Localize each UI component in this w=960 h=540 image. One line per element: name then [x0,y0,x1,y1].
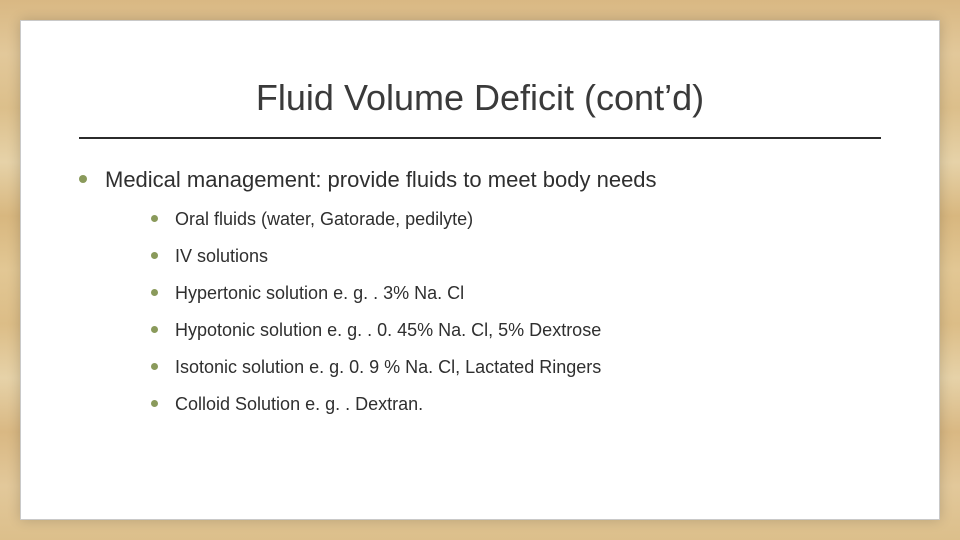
list-item-text: Hypertonic solution e. g. . 3% Na. Cl [175,283,464,303]
list-item-text: Oral fluids (water, Gatorade, pedilyte) [175,209,473,229]
list-item-text: Medical management: provide fluids to me… [105,167,657,192]
list-item: Isotonic solution e. g. 0. 9 % Na. Cl, L… [151,357,881,378]
slide-card: Fluid Volume Deficit (cont’d) Medical ma… [20,20,940,520]
bullet-icon [151,400,158,407]
list-item-text: Colloid Solution e. g. . Dextran. [175,394,423,414]
bullet-icon [151,363,158,370]
list-item: Hypertonic solution e. g. . 3% Na. Cl [151,283,881,304]
list-item: Oral fluids (water, Gatorade, pedilyte) [151,209,881,230]
bullet-icon [151,215,158,222]
list-item: Hypotonic solution e. g. . 0. 45% Na. Cl… [151,320,881,341]
list-item: Colloid Solution e. g. . Dextran. [151,394,881,415]
bullet-icon [151,252,158,259]
list-item-text: IV solutions [175,246,268,266]
title-underline [79,137,881,139]
list-item: IV solutions [151,246,881,267]
bullet-icon [79,175,87,183]
sub-list: Oral fluids (water, Gatorade, pedilyte) … [151,209,881,415]
list-item: Medical management: provide fluids to me… [79,167,881,415]
top-level-list: Medical management: provide fluids to me… [79,167,881,415]
slide-title: Fluid Volume Deficit (cont’d) [79,77,881,119]
bullet-icon [151,289,158,296]
bullet-icon [151,326,158,333]
list-item-text: Hypotonic solution e. g. . 0. 45% Na. Cl… [175,320,601,340]
list-item-text: Isotonic solution e. g. 0. 9 % Na. Cl, L… [175,357,601,377]
